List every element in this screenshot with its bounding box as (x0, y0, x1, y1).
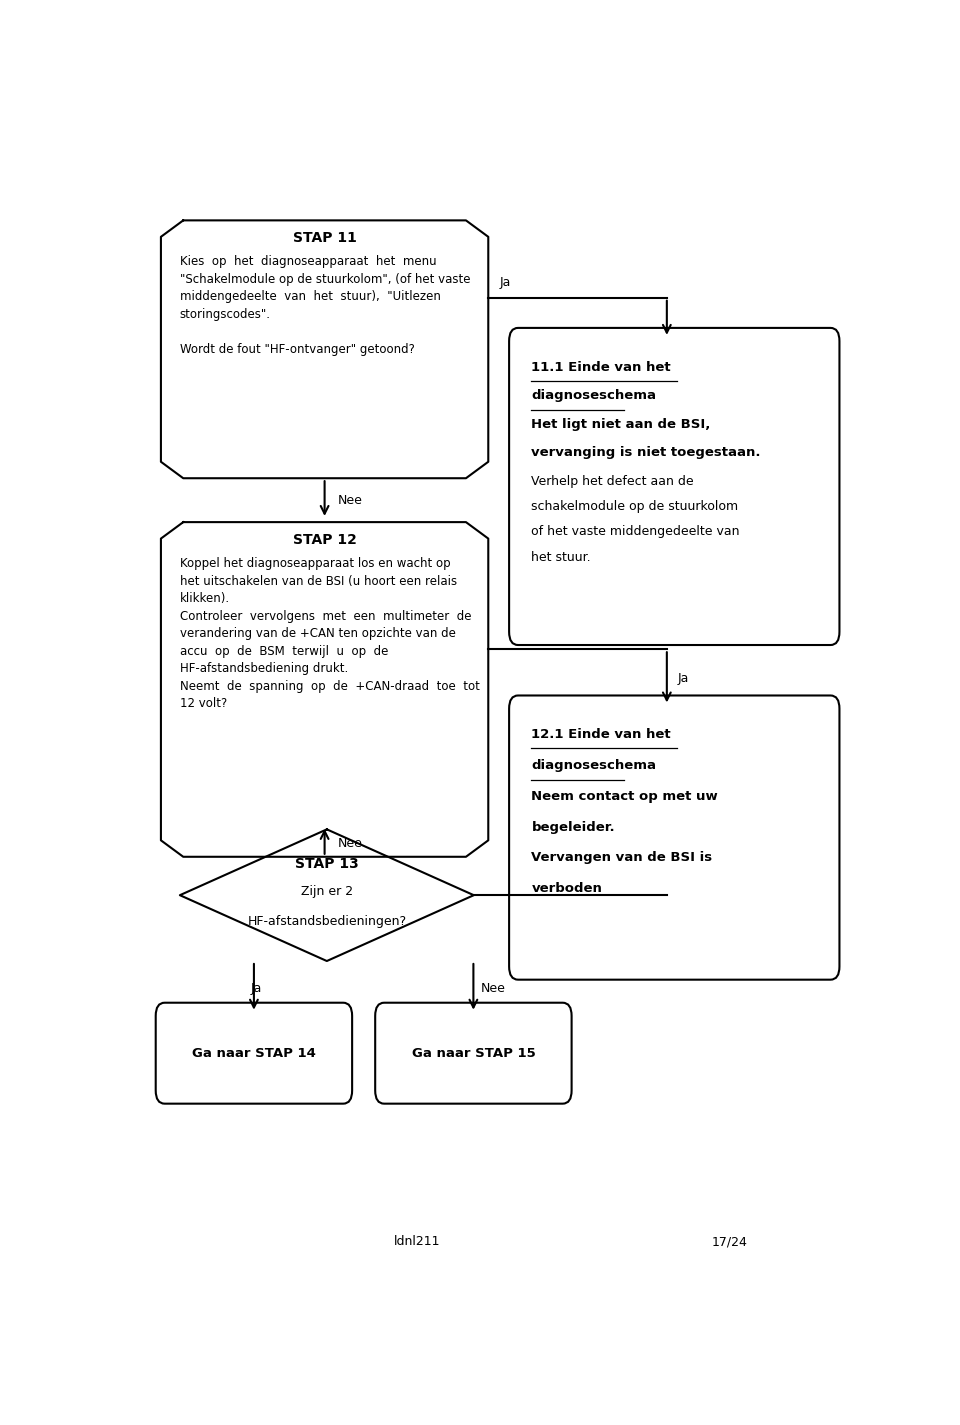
Text: Verhelp het defect aan de: Verhelp het defect aan de (532, 475, 694, 487)
Text: ldnl211: ldnl211 (395, 1235, 441, 1248)
Text: Ga naar STAP 14: Ga naar STAP 14 (192, 1047, 316, 1060)
Text: schakelmodule op de stuurkolom: schakelmodule op de stuurkolom (532, 500, 738, 513)
Text: Ja: Ja (678, 673, 689, 685)
Text: Ga naar STAP 15: Ga naar STAP 15 (412, 1047, 536, 1060)
Text: begeleider.: begeleider. (532, 821, 615, 834)
Text: vervanging is niet toegestaan.: vervanging is niet toegestaan. (532, 446, 761, 459)
Text: diagnoseschema: diagnoseschema (532, 760, 657, 772)
Text: STAP 13: STAP 13 (295, 858, 359, 872)
Text: Zijn er 2: Zijn er 2 (300, 885, 353, 898)
Text: Nee: Nee (338, 493, 363, 507)
FancyBboxPatch shape (156, 1003, 352, 1103)
FancyBboxPatch shape (375, 1003, 571, 1103)
Text: verboden: verboden (532, 882, 602, 895)
Text: Ja: Ja (251, 982, 261, 995)
Text: HF-afstandsbedieningen?: HF-afstandsbedieningen? (248, 915, 406, 928)
Text: Het ligt niet aan de BSI,: Het ligt niet aan de BSI, (532, 418, 710, 430)
Text: Vervangen van de BSI is: Vervangen van de BSI is (532, 851, 712, 865)
Text: Neem contact op met uw: Neem contact op met uw (532, 789, 718, 802)
Text: Ja: Ja (499, 276, 511, 289)
Text: Kies  op  het  diagnoseapparaat  het  menu
"Schakelmodule op de stuurkolom", (of: Kies op het diagnoseapparaat het menu "S… (180, 255, 470, 356)
FancyBboxPatch shape (509, 695, 839, 979)
Text: 17/24: 17/24 (712, 1235, 748, 1248)
Text: 12.1 Einde van het: 12.1 Einde van het (532, 728, 671, 741)
FancyBboxPatch shape (509, 328, 839, 646)
Text: het stuur.: het stuur. (532, 550, 591, 564)
Text: Koppel het diagnoseapparaat los en wacht op
het uitschakelen van de BSI (u hoort: Koppel het diagnoseapparaat los en wacht… (180, 557, 479, 710)
Text: Nee: Nee (481, 982, 506, 995)
Text: of het vaste middengedeelte van: of het vaste middengedeelte van (532, 526, 740, 539)
Text: STAP 11: STAP 11 (293, 231, 356, 245)
Text: STAP 12: STAP 12 (293, 533, 356, 547)
Text: Nee: Nee (338, 836, 363, 849)
Text: 11.1 Einde van het: 11.1 Einde van het (532, 361, 671, 373)
Text: diagnoseschema: diagnoseschema (532, 389, 657, 402)
